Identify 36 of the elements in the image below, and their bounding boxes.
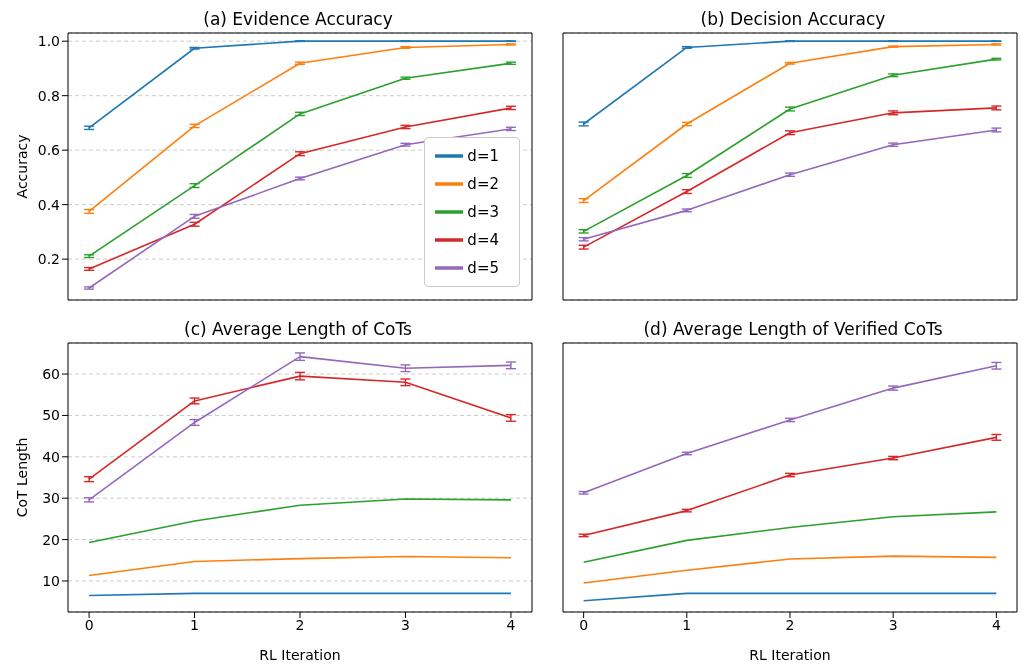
x-tick-label: 1 <box>682 616 692 633</box>
y-tick-label: 10 <box>42 572 60 589</box>
y-axis-title: Accuracy <box>13 134 30 199</box>
line-series <box>88 555 512 577</box>
y-tick-label: 20 <box>42 531 60 548</box>
chart-title: (c) Average Length of CoTs <box>183 318 413 341</box>
x-tick-label: 4 <box>506 616 516 633</box>
y-tick-label: 40 <box>42 448 60 465</box>
chart-title: (a) Evidence Accuracy <box>202 8 394 31</box>
x-axis-title: RL Iteration <box>749 647 831 663</box>
x-tick-label: 2 <box>295 616 305 633</box>
x-tick-label: 0 <box>579 616 589 633</box>
x-tick-label: 1 <box>190 616 200 633</box>
y-tick-label: 0.6 <box>37 142 61 159</box>
x-tick-label: 3 <box>400 616 410 633</box>
x-axis-title: RL Iteration <box>259 647 341 663</box>
y-tick-label: 0.8 <box>37 87 60 104</box>
legend-label: d=1 <box>467 146 499 165</box>
chart-title: (b) Decision Accuracy <box>699 8 887 31</box>
x-tick-label: 2 <box>785 616 795 633</box>
y-tick-label: 60 <box>42 366 60 383</box>
legend-label: d=4 <box>467 230 499 249</box>
x-tick-label: 0 <box>84 616 94 633</box>
y-tick-label: 50 <box>42 407 60 424</box>
y-axis-title: CoT Length <box>13 437 30 518</box>
line-series <box>88 498 512 544</box>
legend-label: d=2 <box>467 174 499 193</box>
y-tick-label: 30 <box>42 490 60 507</box>
chart-title: (d) Average Length of Verified CoTs <box>642 318 944 341</box>
y-tick-label: 1.0 <box>37 33 60 50</box>
y-tick-label: 0.2 <box>37 251 60 268</box>
x-tick-label: 4 <box>991 616 1001 633</box>
x-tick-label: 3 <box>888 616 898 633</box>
legend-label: d=3 <box>467 202 499 221</box>
legend-label: d=5 <box>467 258 499 277</box>
y-tick-label: 0.4 <box>37 196 61 213</box>
